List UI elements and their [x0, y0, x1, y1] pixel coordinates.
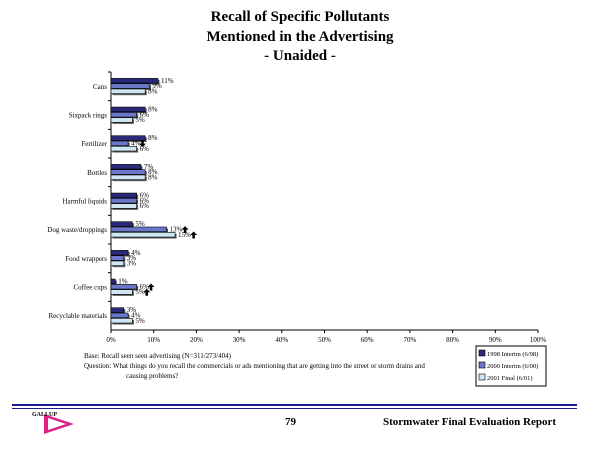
page-number: 79 [285, 416, 296, 428]
x-tick-label: 90% [489, 336, 502, 344]
bar [110, 289, 133, 295]
legend-label: 2000 Interim (6/00) [487, 363, 538, 370]
bar [110, 83, 150, 89]
footer-rule-thin [12, 408, 577, 409]
arrow-up-icon [147, 283, 155, 291]
bar [110, 117, 133, 123]
chart-title-line-3: - Unaided - [264, 48, 336, 64]
bar [110, 255, 125, 261]
legend-box [475, 345, 547, 387]
data-label: 5% [135, 220, 145, 228]
data-label: 11% [161, 77, 174, 85]
bar [110, 318, 133, 324]
legend-label: 1998 Interim (6/98) [487, 351, 538, 358]
bar [110, 260, 125, 266]
bar [110, 312, 129, 319]
arrow-up-icon [181, 226, 189, 234]
logo-text: GALLUP [32, 412, 58, 418]
data-label: 6% [140, 202, 150, 210]
data-label: 6% [140, 111, 150, 119]
chart-title-line-2: Mentioned in the Advertising [206, 29, 394, 45]
legend-swatch [478, 373, 486, 381]
x-tick-label: 0% [106, 336, 116, 344]
bar [110, 192, 137, 199]
data-label: 8% [148, 134, 158, 142]
data-label: 3% [127, 259, 137, 267]
x-tick-label: 70% [403, 336, 416, 344]
arrow-down-icon [138, 140, 146, 148]
x-tick-label: 10% [147, 336, 160, 344]
base-note: Base: Recall seen seen advertising (N=31… [84, 352, 231, 360]
x-tick-label: 60% [361, 336, 374, 344]
bar [110, 226, 167, 233]
data-label: 6% [140, 283, 150, 291]
arrow-up-icon [143, 288, 151, 296]
category-label: Cans [93, 83, 107, 91]
data-label: 9% [152, 82, 162, 90]
data-label: 8% [148, 87, 158, 95]
data-label: 4% [131, 249, 141, 257]
data-label: 8% [148, 168, 158, 176]
arrow-up-icon [190, 231, 198, 239]
x-tick-label: 30% [233, 336, 246, 344]
category-label: Fertilizer [81, 140, 107, 148]
bar [110, 112, 137, 118]
category-label: Food wrappers [65, 255, 107, 263]
x-tick-label: 40% [275, 336, 288, 344]
bar [110, 203, 137, 209]
bar [110, 169, 146, 175]
data-label: 4% [131, 312, 141, 320]
category-label: Coffee cups [74, 284, 108, 292]
question-note: Question: What things do you recall the … [84, 362, 425, 380]
data-label: 5% [135, 317, 145, 325]
data-label: 3% [127, 306, 137, 314]
bar [110, 88, 146, 94]
data-label: 6% [140, 197, 150, 205]
bar [110, 78, 159, 84]
data-label: 7% [144, 163, 154, 171]
data-label: 13% [170, 226, 183, 234]
gallup-logo-icon [44, 414, 74, 434]
category-label: Dog waste/droppings [47, 226, 107, 234]
data-label: 5% [135, 288, 145, 296]
bar [110, 140, 129, 147]
x-tick-label: 50% [318, 336, 331, 344]
legend-swatch [478, 349, 486, 357]
legend-label: 2001 Final (6/01) [487, 375, 533, 382]
data-label: 15% [178, 231, 191, 239]
legend-swatch [478, 361, 486, 369]
data-label: 5% [135, 116, 145, 124]
x-tick-label: 100% [530, 336, 547, 344]
bar [110, 307, 125, 313]
report-title: Stormwater Final Evaluation Report [383, 416, 557, 428]
bar [110, 164, 142, 170]
footer-rule [12, 404, 577, 406]
data-label: 6% [140, 192, 150, 200]
data-label: 8% [148, 173, 158, 181]
chart-notes: Base: Recall seen seen advertising (N=31… [84, 351, 426, 381]
data-label: 4% [131, 140, 141, 148]
bar [110, 278, 116, 285]
bar [110, 135, 146, 141]
category-label: Recyclable materials [49, 312, 108, 320]
bar [110, 221, 133, 227]
bar [110, 106, 146, 113]
bar [110, 250, 129, 256]
category-label: Sixpack rings [69, 112, 108, 120]
bar-chart: 0% 10% 20% 30% 40% 50% 60% 70% 80% 90% 100% Cans 11%… [47, 71, 547, 387]
x-tick-label: 80% [446, 336, 459, 344]
data-label: 1% [118, 278, 128, 286]
data-label: 8% [148, 106, 158, 114]
bar [110, 232, 176, 238]
x-tick-label: 20% [190, 336, 203, 344]
chart-title-line-1: Recall of Specific Pollutants [210, 9, 390, 25]
bar [110, 284, 137, 290]
data-label: 3% [127, 254, 137, 262]
bar [110, 174, 146, 180]
data-label: 6% [140, 145, 150, 153]
category-label: Bottles [87, 169, 107, 177]
bar [110, 146, 137, 152]
bar [110, 198, 137, 204]
category-label: Harmful liquids [62, 198, 107, 206]
